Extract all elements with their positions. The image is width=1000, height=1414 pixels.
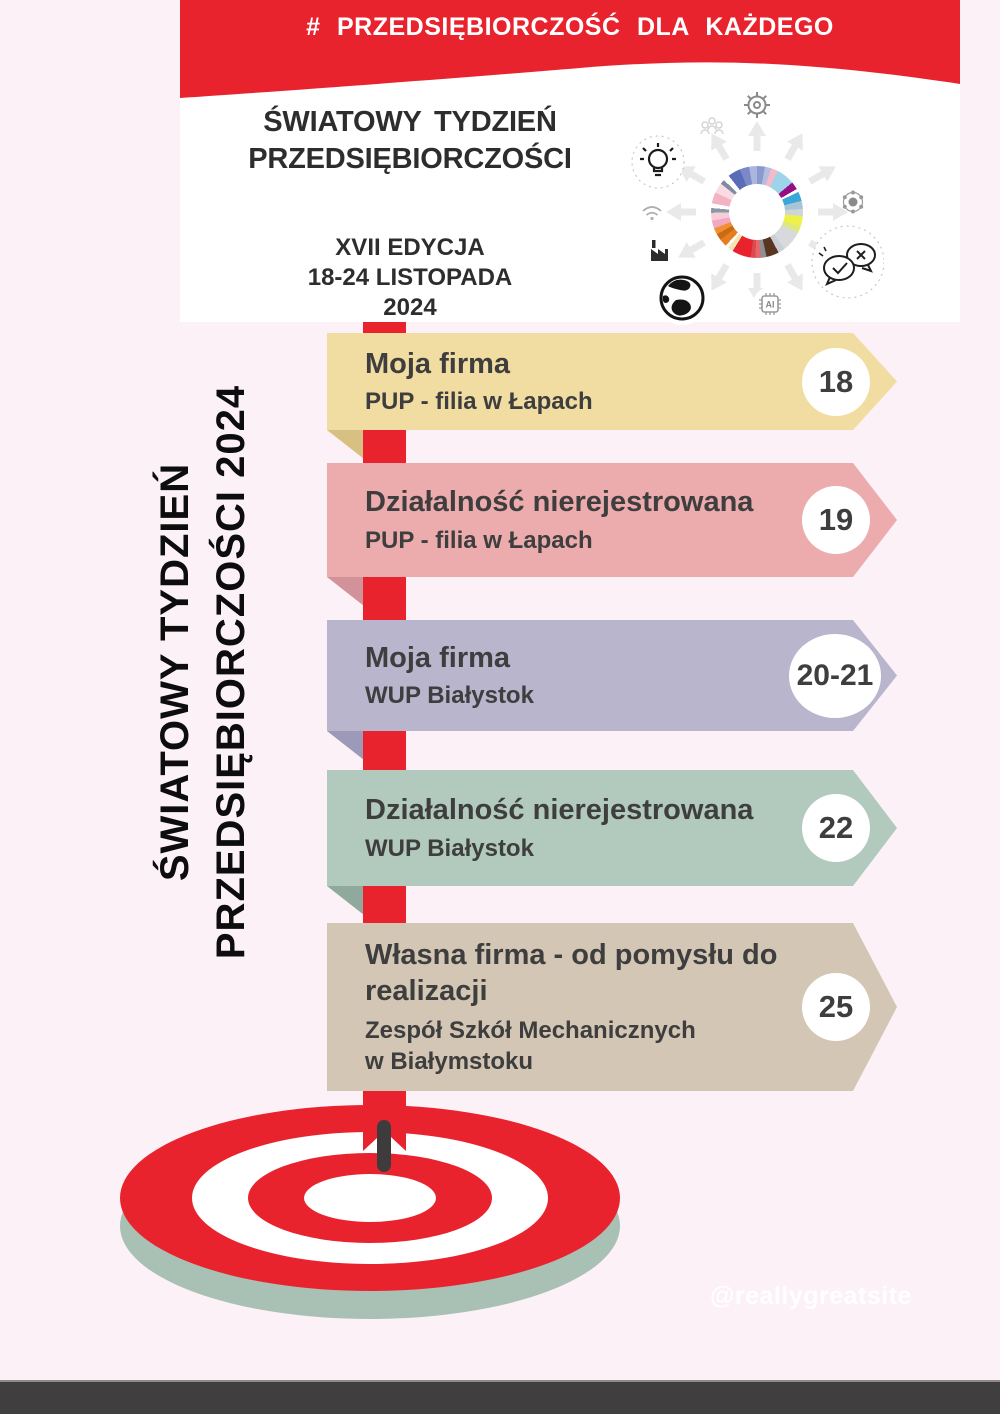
event-organizer: WUP Białystok [365, 834, 534, 862]
edition-block: XVII EDYCJA 18-24 LISTOPADA 2024 [210, 233, 610, 322]
target-pin [377, 1120, 391, 1172]
event-title: Moja firma [365, 641, 511, 674]
watermark: @reallygreatsite [710, 1282, 912, 1310]
event-title: Działalność nierejestrowana [365, 486, 754, 519]
banner-fold [327, 731, 364, 760]
banner-fold [327, 577, 364, 606]
event-banner: Moja firma WUP Białystok 20-21 [327, 620, 897, 731]
title-line-2: PRZEDSIĘBIORCZOŚCI [248, 142, 572, 175]
logo-ring-hole [729, 184, 785, 240]
ai-chip-icon: AI [753, 287, 787, 321]
globe-icon [655, 271, 709, 325]
event-organizer: PUP - filia w Łapach [365, 526, 593, 554]
banner-fold [327, 430, 364, 459]
red-curve-banner [180, 0, 960, 98]
event-organizer: WUP Białystok [365, 682, 534, 710]
network-icon [842, 190, 864, 214]
team-icon [700, 117, 724, 135]
gear-icon [744, 92, 770, 118]
year-label: 2024 [383, 293, 437, 321]
side-title-line-2: PRZEDSIĘBIORCZOŚCI 2024 [209, 384, 253, 960]
event-organizer-line-2: w Białymstoku [365, 1048, 534, 1076]
event-organizer: PUP - filia w Łapach [365, 388, 593, 416]
event-banner: Własna firma - od pomysłu do realizacji … [327, 923, 897, 1091]
factory-icon [651, 240, 668, 261]
event-title: Własna firma - od pomysłu do realizacji [365, 938, 778, 1007]
event-title: Moja firma [365, 347, 511, 380]
event-date-badge: 20-21 [789, 633, 881, 718]
event-organizer: Zespół Szkół Mechanicznych [365, 1017, 696, 1045]
event-banner: Działalność nierejestrowana PUP - filia … [327, 463, 897, 577]
page-title: ŚWIATOWY TYDZIEŃ PRZEDSIĘBIORCZOŚCI [210, 104, 610, 178]
event-date-badge: 18 [802, 347, 870, 416]
header-card: # PRZEDSIĘBIORCZOŚĆ DLA KAŻDEGO ŚWIATOWY… [180, 0, 960, 325]
title-line-1: ŚWIATOWY TYDZIEŃ [263, 106, 557, 138]
dates-label: 18-24 LISTOPADA [307, 263, 513, 291]
logo-icon-cloud: AI [631, 92, 884, 325]
edition-label: XVII EDYCJA [335, 234, 485, 261]
event-banner: Moja firma PUP - filia w Łapach 18 [327, 333, 897, 430]
svg-text:AI: AI [766, 300, 775, 310]
event-date-badge: 19 [802, 486, 870, 554]
lightbulb-icon [631, 135, 685, 189]
side-title-line-1: ŚWIATOWY TYDZIEŃ [153, 462, 197, 882]
event-date-badge: 22 [802, 794, 870, 862]
side-vertical-title: ŚWIATOWY TYDZIEŃ PRZEDSIĘBIORCZOŚCI 2024 [147, 312, 259, 1032]
event-date-badge: 25 [802, 973, 870, 1041]
bottom-bar [0, 1380, 1000, 1414]
gew-logo: AI [630, 85, 884, 339]
event-banner: Działalność nierejestrowana WUP Białysto… [327, 770, 897, 886]
wifi-icon [642, 206, 662, 221]
target-graphic [120, 1105, 620, 1319]
event-title: Działalność nierejestrowana [365, 794, 754, 827]
banner-fold [327, 886, 364, 915]
chat-feedback-icon [811, 225, 884, 299]
hashtag-text: # PRZEDSIĘBIORCZOŚĆ DLA KAŻDEGO [306, 13, 834, 41]
